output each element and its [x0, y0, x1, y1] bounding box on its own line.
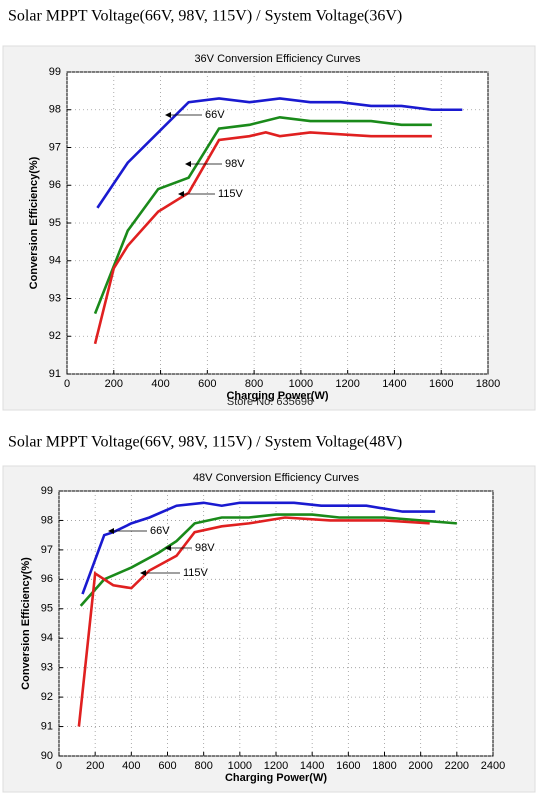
arrow-head: [165, 545, 171, 551]
y-tick-label: 92: [41, 691, 53, 703]
annotation: 66V: [205, 109, 225, 121]
annotation: 115V: [218, 188, 244, 200]
data-line: [77, 516, 430, 727]
y-tick-label: 94: [41, 632, 53, 644]
x-tick-label: 200: [86, 760, 104, 772]
x-tick-label: 2400: [481, 760, 505, 772]
x-tick-label: 1800: [476, 378, 500, 390]
chart-title: 36V Conversion Efficiency Curves: [194, 53, 361, 65]
x-tick-label: 200: [105, 378, 123, 390]
data-line: [93, 131, 432, 345]
annotation: 115V: [183, 567, 209, 579]
y-tick-label: 95: [41, 603, 53, 615]
x-tick-label: 1200: [335, 378, 359, 390]
x-tick-label: 1600: [336, 760, 360, 772]
x-tick-label: 400: [151, 378, 169, 390]
data-line: [96, 97, 463, 209]
x-tick-label: 1000: [228, 760, 252, 772]
x-tick-label: 1400: [300, 760, 324, 772]
x-tick-label: 1400: [382, 378, 406, 390]
y-tick-label: 95: [49, 217, 61, 229]
x-tick-label: 2000: [408, 760, 432, 772]
y-tick-label: 92: [49, 330, 61, 342]
y-tick-label: 91: [49, 368, 61, 380]
x-tick-label: 0: [56, 760, 62, 772]
y-tick-label: 98: [41, 514, 53, 526]
heading: Solar MPPT Voltage(66V, 98V, 115V) / Sys…: [8, 8, 402, 25]
y-axis-label: Conversion Efficiency(%): [28, 156, 40, 289]
annotation: 98V: [195, 542, 215, 554]
data-line: [93, 115, 432, 315]
plot-area: [66, 71, 489, 375]
x-axis-label: Charging Power(W): [225, 772, 327, 784]
x-tick-label: 2200: [445, 760, 469, 772]
x-tick-label: 600: [198, 378, 216, 390]
watermark: Store No: 635696: [227, 396, 313, 408]
x-tick-label: 1800: [372, 760, 396, 772]
y-tick-label: 96: [49, 179, 61, 191]
heading: Solar MPPT Voltage(66V, 98V, 115V) / Sys…: [8, 434, 402, 451]
arrow-head: [185, 161, 191, 167]
x-tick-label: 1200: [264, 760, 288, 772]
y-tick-label: 96: [41, 573, 53, 585]
x-tick-label: 1000: [289, 378, 313, 390]
chart-title: 48V Conversion Efficiency Curves: [193, 472, 360, 484]
annotation: 98V: [225, 158, 245, 170]
y-tick-label: 97: [49, 141, 61, 153]
y-tick-label: 93: [49, 292, 61, 304]
y-tick-label: 90: [41, 750, 53, 762]
y-tick-label: 91: [41, 720, 53, 732]
y-axis-label: Conversion Efficiency(%): [20, 557, 32, 690]
y-tick-label: 94: [49, 255, 61, 267]
data-line: [79, 513, 457, 607]
x-tick-label: 800: [245, 378, 263, 390]
arrow-head: [178, 191, 184, 197]
y-tick-label: 98: [49, 104, 61, 116]
x-axis-label: Charging Power(W): [226, 390, 328, 402]
y-tick-label: 99: [49, 66, 61, 78]
annotation: 66V: [150, 525, 170, 537]
arrow-head: [165, 112, 171, 118]
y-tick-label: 97: [41, 544, 53, 556]
y-tick-label: 99: [41, 485, 53, 497]
arrow-head: [108, 528, 114, 534]
x-tick-label: 0: [64, 378, 70, 390]
x-tick-label: 400: [122, 760, 140, 772]
arrow-head: [140, 570, 146, 576]
y-tick-label: 93: [41, 662, 53, 674]
x-tick-label: 600: [158, 760, 176, 772]
x-tick-label: 800: [194, 760, 212, 772]
x-tick-label: 1600: [429, 378, 453, 390]
